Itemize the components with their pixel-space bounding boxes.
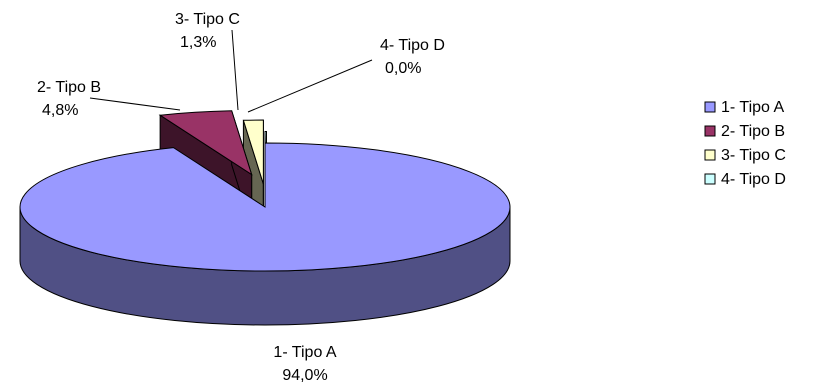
leader-lines bbox=[89, 29, 373, 113]
legend-swatch-1-tipo-a bbox=[704, 101, 716, 113]
slice-1-tipo-a-top bbox=[19, 142, 511, 272]
legend-swatch-3-tipo-c bbox=[704, 149, 716, 161]
label-percent-2-tipo-b: 4,8% bbox=[42, 102, 78, 119]
legend: 1- Tipo A 2- Tipo B 3- Tipo C 4- Tipo D bbox=[704, 99, 786, 188]
slice-labels: 1- Tipo A 94,0% 2- Tipo B 4,8% 3- Tipo C 1,3%… bbox=[37, 11, 445, 384]
leader-4-tipo-d bbox=[247, 59, 373, 113]
legend-label-1-tipo-a: 1- Tipo A bbox=[721, 99, 784, 116]
legend-swatch-4-tipo-d bbox=[704, 173, 716, 185]
label-name-3-tipo-c: 3- Tipo C bbox=[175, 11, 240, 28]
label-percent-3-tipo-c: 1,3% bbox=[180, 34, 216, 51]
legend-swatch-2-tipo-b bbox=[704, 125, 716, 137]
slice-3-tipo-c-top bbox=[242, 119, 264, 185]
pie-slices bbox=[19, 110, 511, 326]
label-percent-4-tipo-d: 0,0% bbox=[385, 60, 421, 77]
leader-3-tipo-c bbox=[231, 29, 239, 111]
legend-label-4-tipo-d: 4- Tipo D bbox=[721, 171, 786, 188]
label-name-2-tipo-b: 2- Tipo B bbox=[37, 79, 101, 96]
slice-2-tipo-b-top bbox=[158, 110, 253, 176]
slice-1-tipo-a bbox=[19, 142, 511, 326]
label-name-4-tipo-d: 4- Tipo D bbox=[380, 37, 445, 54]
label-name-1-tipo-a: 1- Tipo A bbox=[273, 344, 336, 361]
leader-2-tipo-b bbox=[89, 97, 181, 111]
legend-label-3-tipo-c: 3- Tipo C bbox=[721, 147, 786, 164]
legend-label-2-tipo-b: 2- Tipo B bbox=[721, 123, 785, 140]
label-percent-1-tipo-a: 94,0% bbox=[282, 367, 327, 384]
